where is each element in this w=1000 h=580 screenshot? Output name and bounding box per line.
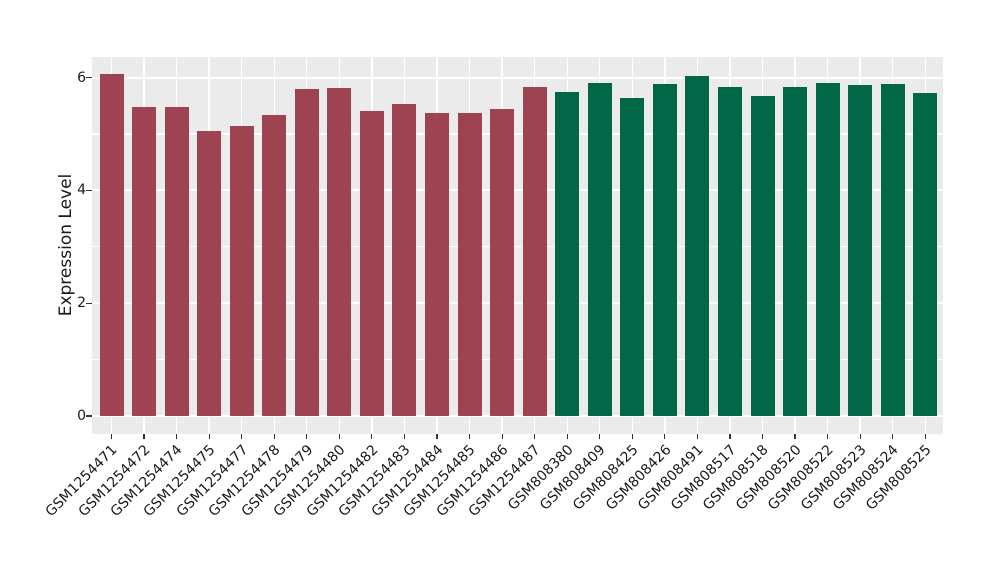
bar-GSM1254472 (132, 106, 157, 416)
x-tick-mark (208, 434, 210, 439)
x-tick-mark (436, 434, 438, 439)
x-tick-mark (566, 434, 568, 439)
x-tick-mark (696, 434, 698, 439)
bar-GSM808409 (587, 83, 612, 416)
bar-GSM1254486 (490, 108, 515, 416)
x-tick-mark (794, 434, 796, 439)
x-tick-mark (892, 434, 894, 439)
bar-GSM1254480 (327, 87, 352, 416)
bar-GSM1254474 (164, 107, 189, 416)
bar-GSM1254483 (392, 104, 417, 416)
bar-GSM808517 (717, 87, 742, 416)
y-tick-mark (86, 415, 92, 417)
y-tick-label: 2 (77, 295, 86, 312)
x-tick-mark (631, 434, 633, 439)
x-tick-mark (273, 434, 275, 439)
bar-GSM1254482 (359, 110, 384, 416)
gridline-horizontal (92, 358, 943, 361)
bar-GSM808520 (783, 86, 808, 416)
y-tick-label: 4 (77, 182, 86, 199)
bar-GSM808380 (555, 92, 580, 416)
gridline-horizontal (92, 246, 943, 248)
x-tick-mark (403, 434, 406, 439)
x-tick-mark (859, 434, 861, 439)
x-tick-mark (599, 434, 601, 439)
gridline-horizontal (92, 415, 943, 417)
x-tick-mark (371, 434, 373, 439)
x-tick-mark (306, 434, 308, 439)
x-tick-mark (468, 434, 471, 439)
x-tick-mark (761, 434, 764, 439)
bar-GSM1254477 (229, 125, 254, 416)
x-tick-mark (827, 434, 829, 439)
x-tick-mark (729, 434, 731, 439)
x-tick-mark (110, 434, 113, 439)
y-tick-label: 0 (77, 408, 86, 424)
bar-GSM1254475 (197, 130, 222, 416)
x-tick-mark (924, 434, 926, 439)
bar-GSM1254484 (425, 113, 449, 416)
x-tick-mark (501, 434, 503, 439)
y-tick-label: 6 (77, 69, 86, 86)
y-tick-mark (86, 77, 92, 79)
bar-GSM808524 (880, 84, 905, 416)
plot-panel (92, 57, 943, 434)
y-tick-mark (86, 302, 92, 304)
bar-GSM1254471 (99, 74, 124, 416)
bar-GSM808426 (652, 83, 677, 416)
x-tick-mark (241, 434, 243, 439)
bar-GSM1254479 (294, 89, 319, 416)
y-tick-mark (86, 189, 92, 191)
gridline-horizontal (92, 76, 943, 79)
bar-GSM1254487 (522, 87, 547, 416)
bar-GSM808491 (685, 76, 710, 416)
bar-GSM1254485 (457, 113, 482, 416)
x-tick-mark (664, 434, 666, 439)
bar-GSM808523 (848, 84, 873, 416)
gridline-horizontal (92, 189, 943, 192)
bar-GSM1254478 (262, 114, 287, 416)
x-tick-mark (176, 434, 178, 439)
gridline-horizontal (92, 133, 943, 135)
gridline-horizontal (92, 302, 943, 305)
x-tick-mark (338, 434, 340, 439)
bar-GSM808522 (815, 82, 840, 416)
bar-GSM808518 (750, 95, 775, 416)
x-tick-mark (534, 434, 536, 439)
bar-GSM808525 (913, 92, 938, 416)
bar-GSM808425 (620, 97, 645, 416)
x-tick-mark (143, 434, 145, 439)
